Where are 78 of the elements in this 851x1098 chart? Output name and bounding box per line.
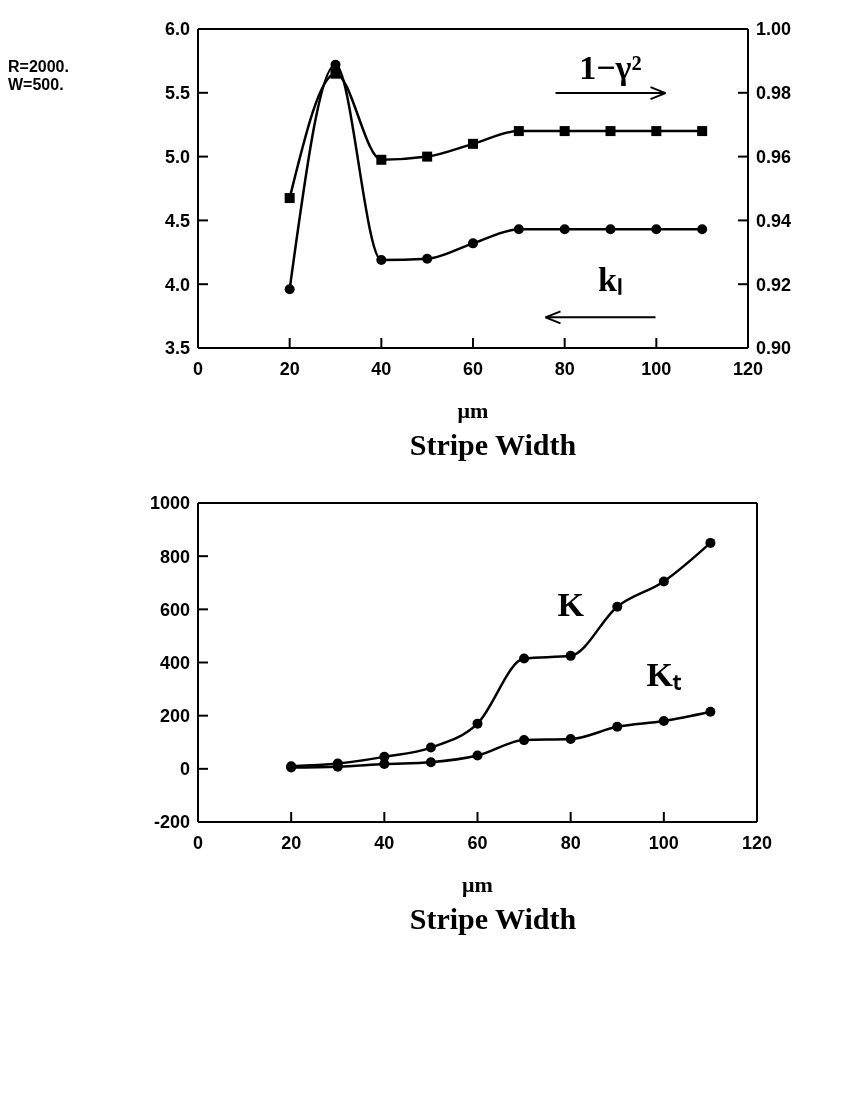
point [605,224,616,235]
point [612,721,623,732]
series-label: 1−γ² [579,49,642,87]
point [422,253,433,264]
point [519,735,530,746]
series-label: kₗ [598,261,623,299]
point [565,734,576,745]
point [425,742,436,753]
x-tick-label: 20 [279,358,300,379]
point [468,238,478,249]
point [658,576,669,587]
y-tick-label: 200 [159,706,190,727]
point [379,759,390,770]
point [612,601,623,612]
y2-tick-label: 0.90 [756,338,792,359]
text: Stripe Width [408,902,578,936]
point [330,59,341,70]
point [559,126,570,137]
point [284,193,295,204]
point [658,715,669,726]
y2-tick-label: 0.98 [756,83,792,104]
x-tick-label: 20 [281,832,302,853]
x-tick-label: 120 [732,358,764,379]
y-tick-label: 5.5 [164,83,190,104]
y-tick-label: 6.0 [164,19,190,40]
point [376,154,387,165]
point [705,537,716,548]
series-label: Kₜ [646,655,683,693]
text: W=500. [8,76,65,94]
x-tick-label: 40 [371,358,392,379]
y-tick-label: 4.0 [164,274,190,295]
point [559,224,570,235]
x-axis-title: μm [462,872,493,897]
y-tick-label: 600 [159,599,190,620]
y-tick-label: 4.5 [164,210,190,231]
y-tick-label: -200 [153,812,190,833]
series-label: K [557,585,585,623]
point [513,126,524,137]
point [705,706,716,717]
y-tick-label: 1000 [149,493,190,514]
point [330,68,341,79]
y2-tick-label: 0.92 [756,274,792,295]
y-tick-label: 400 [159,652,190,673]
x-tick-label: 80 [560,832,581,853]
y-tick-label: 5.0 [164,146,190,167]
point [519,653,530,664]
point [651,224,662,235]
point [472,750,483,761]
x-tick-label: 120 [741,832,773,853]
point [513,224,524,235]
x-tick-label: 80 [554,358,575,379]
x-tick-label: 0 [192,358,204,379]
text: Stripe Width [408,428,578,462]
point [376,254,387,265]
x-axis-title: μm [457,398,489,423]
text: R=2000. [8,58,70,76]
point [422,151,433,162]
y2-tick-label: 0.96 [756,146,792,167]
point [565,650,576,661]
x-tick-label: 0 [192,832,204,853]
y-tick-label: 800 [159,546,190,567]
point [697,224,708,235]
y-tick-label: 3.5 [164,338,190,359]
point [425,757,436,768]
x-tick-label: 60 [467,832,488,853]
point [468,138,478,149]
x-tick-label: 40 [374,832,395,853]
point [605,126,616,137]
y-tick-label: 0 [179,759,190,780]
point [697,126,708,137]
y2-tick-label: 1.00 [756,19,792,40]
x-tick-label: 100 [648,832,679,853]
x-tick-label: 60 [462,358,484,379]
x-tick-label: 100 [641,358,672,379]
point [284,284,295,295]
y2-tick-label: 0.94 [756,210,792,231]
point [472,718,483,729]
point [651,126,662,137]
